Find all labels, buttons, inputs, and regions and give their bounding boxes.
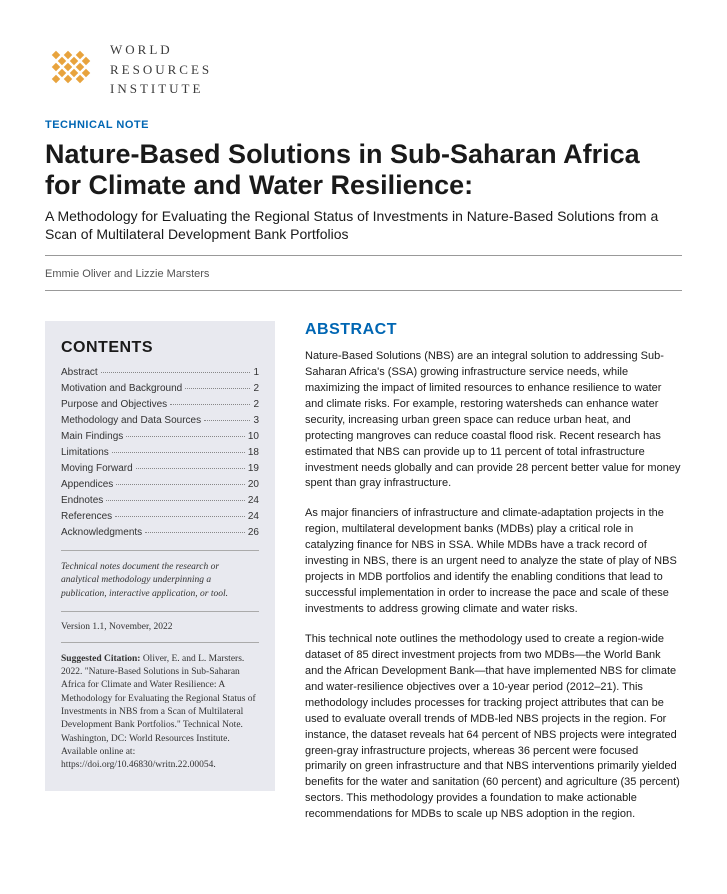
logo-line-1: WORLD [110,40,212,60]
toc-label: Main Findings [61,431,123,442]
toc-label: Moving Forward [61,463,133,474]
authors-line: Emmie Oliver and Lizzie Marsters [45,268,682,291]
logo-block: WORLD RESOURCES INSTITUTE [45,40,682,99]
two-column-layout: CONTENTS Abstract 1 Motivation and Backg… [45,321,682,837]
sidebar-tech-note: Technical notes document the research or… [61,550,259,601]
toc-dots [101,372,251,373]
citation-body: Oliver, E. and L. Marsters. 2022. "Natur… [61,654,256,770]
abstract-paragraph: As major financiers of infrastructure an… [305,506,682,618]
toc-row: Moving Forward 19 [61,463,259,474]
toc-row: Abstract 1 [61,367,259,378]
toc-page: 3 [253,415,259,426]
abstract-heading: ABSTRACT [305,321,682,339]
contents-box: CONTENTS Abstract 1 Motivation and Backg… [45,321,275,791]
toc-page: 10 [248,431,259,442]
toc-dots [126,436,245,437]
toc-row: Motivation and Background 2 [61,383,259,394]
toc-dots [115,516,245,517]
page-subtitle: A Methodology for Evaluating the Regiona… [45,207,682,256]
toc-dots [204,420,250,421]
toc-page: 18 [248,447,259,458]
page-title: Nature-Based Solutions in Sub-Saharan Af… [45,139,682,201]
toc-page: 24 [248,495,259,506]
toc-page: 19 [248,463,259,474]
logo-text: WORLD RESOURCES INSTITUTE [110,40,212,99]
toc-dots [170,404,250,405]
toc-page: 1 [253,367,259,378]
toc-dots [145,532,245,533]
toc-label: Acknowledgments [61,527,142,538]
sidebar-citation: Suggested Citation: Oliver, E. and L. Ma… [61,653,259,773]
wri-logo-icon [45,44,95,94]
citation-label: Suggested Citation: [61,654,140,664]
toc-label: Limitations [61,447,109,458]
toc-row: Purpose and Objectives 2 [61,399,259,410]
toc-row: Limitations 18 [61,447,259,458]
abstract-paragraph: This technical note outlines the methodo… [305,632,682,823]
logo-line-3: INSTITUTE [110,79,212,99]
toc-row: Appendices 20 [61,479,259,490]
toc-label: Purpose and Objectives [61,399,167,410]
toc-dots [136,468,245,469]
toc-page: 2 [253,383,259,394]
toc-label: Appendices [61,479,113,490]
toc-row: Methodology and Data Sources 3 [61,415,259,426]
toc-dots [106,500,245,501]
sidebar: CONTENTS Abstract 1 Motivation and Backg… [45,321,275,837]
logo-line-2: RESOURCES [110,60,212,80]
toc-label: Methodology and Data Sources [61,415,201,426]
toc-dots [112,452,245,453]
main-content: ABSTRACT Nature-Based Solutions (NBS) ar… [305,321,682,837]
toc-row: Endnotes 24 [61,495,259,506]
sidebar-version: Version 1.1, November, 2022 [61,611,259,643]
toc-dots [185,388,250,389]
toc-label: Motivation and Background [61,383,182,394]
toc-row: References 24 [61,511,259,522]
toc-dots [116,484,245,485]
toc-label: Abstract [61,367,98,378]
toc-label: Endnotes [61,495,103,506]
abstract-paragraph: Nature-Based Solutions (NBS) are an inte… [305,349,682,492]
toc-page: 2 [253,399,259,410]
toc-label: References [61,511,112,522]
toc-page: 24 [248,511,259,522]
toc-page: 20 [248,479,259,490]
toc-row: Main Findings 10 [61,431,259,442]
document-type-label: TECHNICAL NOTE [45,119,682,131]
toc-page: 26 [248,527,259,538]
toc-row: Acknowledgments 26 [61,527,259,538]
contents-heading: CONTENTS [61,339,259,357]
